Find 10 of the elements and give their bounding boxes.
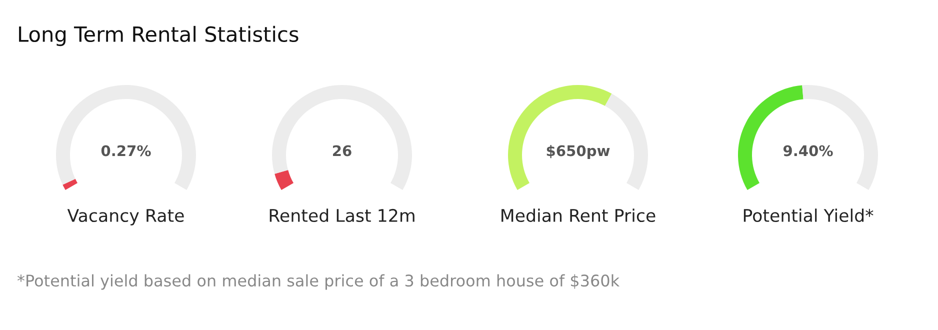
text: 0.27% [101, 145, 151, 156]
text: $650pw [546, 144, 610, 160]
text: Long Term Rental Statistics [19, 26, 298, 46]
text: 9.40% [783, 145, 833, 156]
text: Vacancy Rate [67, 209, 184, 226]
text: *Potential yield based on median sale price of a 3 bedroom house of $360k [17, 274, 620, 290]
text: 26 [333, 145, 352, 156]
text: Potential Yield* [744, 208, 874, 222]
text: Median Rent Price [502, 208, 656, 222]
text: Rented Last 12m [270, 208, 414, 222]
